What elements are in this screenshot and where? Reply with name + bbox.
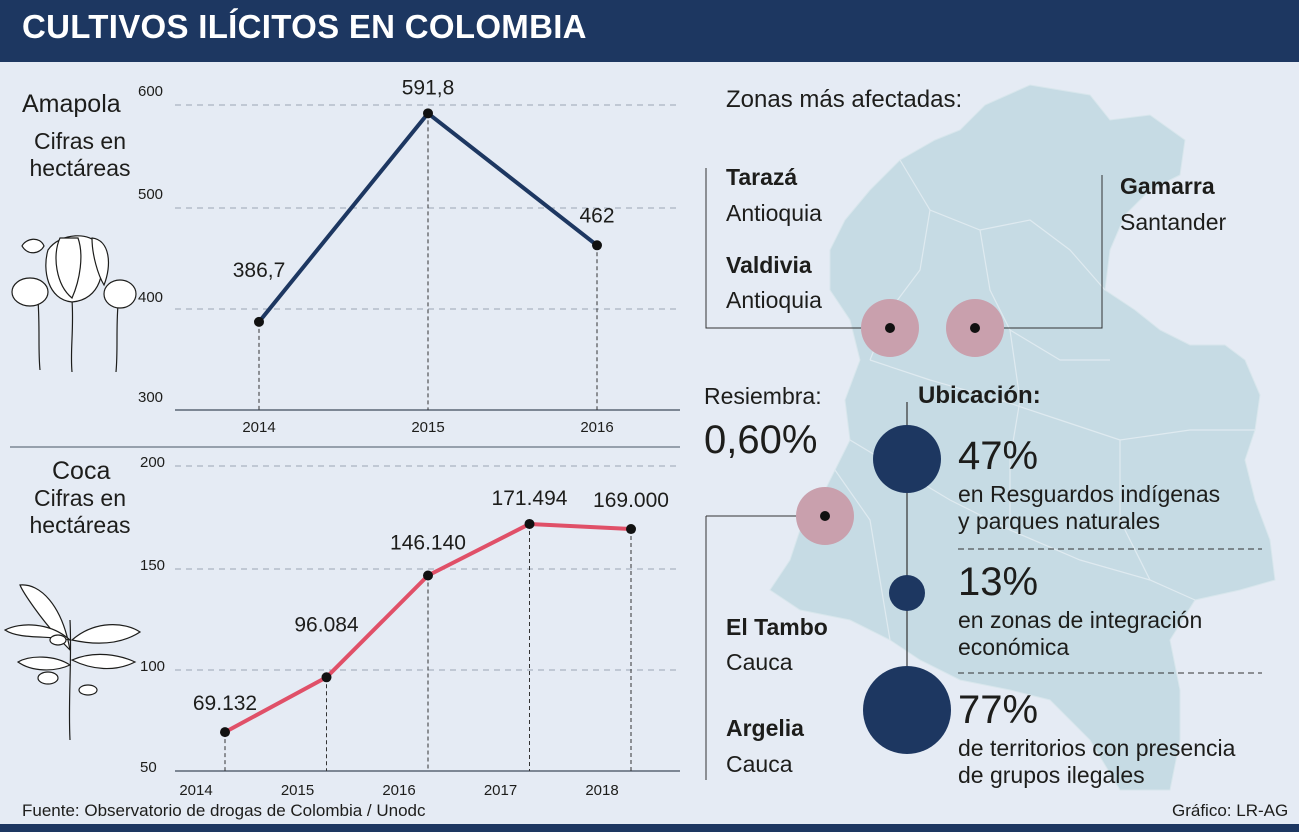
x-tick-label: 2016: [580, 419, 613, 436]
coca-grid: [175, 465, 680, 671]
ubicacion-desc-line: en zonas de integración: [958, 607, 1203, 633]
data-label: 96.084: [294, 613, 359, 636]
x-tick-label: 2017: [484, 782, 517, 799]
data-point: [321, 672, 332, 683]
data-point: [254, 316, 264, 327]
coca-title: Coca: [52, 457, 111, 485]
x-tick-label: 2016: [382, 782, 415, 799]
header-bar: CULTIVOS ILÍCITOS EN COLOMBIA: [0, 0, 1299, 62]
y-tick-label: 150: [140, 557, 165, 574]
data-label: 146.140: [390, 532, 466, 555]
x-tick-label: 2014: [179, 782, 212, 799]
ubicacion-desc-line: de grupos ilegales: [958, 762, 1145, 788]
y-tick-label: 600: [138, 83, 163, 100]
coca-chart: 200 150 100 50 69.132 2014 96.084 2015 146.140 20…: [140, 454, 669, 799]
x-tick-label: 2018: [585, 782, 618, 799]
zone-dept-argelia: Cauca: [726, 751, 793, 777]
y-tick-label: 500: [138, 186, 163, 203]
zone-name-gamarra: Gamarra: [1120, 173, 1215, 199]
data-point: [220, 727, 230, 738]
data-label: 171.494: [492, 487, 568, 510]
amapola-title: Amapola: [22, 90, 121, 118]
x-tick-label: 2015: [411, 419, 444, 436]
location-circle-77: [863, 666, 951, 754]
data-point: [423, 108, 433, 119]
coca-subtitle: Cifras en hectáreas: [20, 485, 140, 539]
credit-note: Gráfico: LR-AG: [1172, 801, 1289, 820]
coca-subtitle-line1: Cifras en: [33, 485, 127, 511]
ubicacion-desc-line: y parques naturales: [958, 508, 1161, 534]
zone-dept-gamarra: Santander: [1120, 209, 1227, 235]
amapola-subtitle-line2: hectáreas: [29, 155, 131, 181]
x-tick-label: 2014: [242, 419, 275, 436]
data-label: 591,8: [402, 76, 455, 99]
bottom-bar: [0, 824, 1299, 832]
amapola-subtitle-line1: Cifras en: [33, 128, 127, 154]
zone-name-argelia: Argelia: [726, 715, 804, 741]
zone-markers: [796, 299, 1004, 545]
x-tick-label: 2015: [281, 782, 314, 799]
data-label: 69.132: [193, 692, 257, 715]
resiembra-label: Resiembra:: [704, 383, 822, 409]
data-label: 386,7: [233, 259, 286, 282]
resiembra-value: 0,60%: [704, 418, 818, 462]
ubicacion-pct-47: 47%: [958, 434, 1039, 478]
ubicacion-desc-line: en Resguardos indígenas: [958, 481, 1221, 507]
location-circle-13: [889, 575, 925, 611]
ubicacion-title: Ubicación:: [918, 382, 1041, 409]
data-label: 462: [579, 204, 614, 227]
zone-name-valdivia: Valdivia: [726, 252, 812, 278]
zone-name-taraza: Tarazá: [726, 164, 798, 190]
colombia-map-icon: [769, 84, 1276, 791]
y-tick-label: 300: [138, 389, 163, 406]
ubicacion-pct-13: 13%: [958, 560, 1039, 604]
ubicacion-desc-77: de territorios con presencia de grupos i…: [958, 735, 1235, 789]
y-tick-label: 400: [138, 289, 163, 306]
amapola-grid: [175, 104, 680, 310]
poppy-plant-icon: [11, 235, 137, 373]
data-point: [592, 240, 602, 251]
location-circle-47: [873, 425, 941, 493]
ubicacion-desc-47: en Resguardos indígenas y parques natura…: [958, 481, 1220, 535]
zone-name-el-tambo: El Tambo: [726, 614, 828, 640]
y-tick-label: 50: [140, 759, 157, 776]
coca-subtitle-line2: hectáreas: [29, 512, 131, 538]
zone-dept-valdivia: Antioquia: [726, 287, 822, 313]
ubicacion-desc-13: en zonas de integración económica: [958, 607, 1202, 661]
data-point: [626, 524, 636, 535]
ubicacion-pct-77: 77%: [958, 688, 1039, 732]
source-note: Fuente: Observatorio de drogas de Colomb…: [22, 801, 426, 820]
data-point: [524, 518, 535, 529]
data-point: [423, 570, 433, 581]
data-label: 169.000: [593, 489, 669, 512]
amapola-subtitle: Cifras en hectáreas: [20, 128, 140, 182]
page-title: CULTIVOS ILÍCITOS EN COLOMBIA: [22, 8, 587, 45]
zone-leader-lines: [705, 168, 1103, 780]
y-tick-label: 200: [140, 454, 165, 471]
zones-title: Zonas más afectadas:: [726, 86, 963, 113]
amapola-chart: 600 500 400 300 386,7 2014 591,8 2015 462 2016: [138, 76, 615, 436]
y-tick-label: 100: [140, 658, 165, 675]
ubicacion-desc-line: económica: [958, 634, 1070, 660]
zone-dept-el-tambo: Cauca: [726, 649, 793, 675]
zone-dept-taraza: Antioquia: [726, 200, 822, 226]
ubicacion-desc-line: de territorios con presencia: [958, 735, 1236, 761]
coca-leaf-icon: [3, 584, 142, 741]
